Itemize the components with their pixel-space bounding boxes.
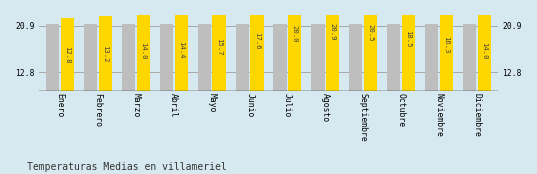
Bar	[61, 18, 74, 92]
Bar	[137, 11, 150, 92]
Bar	[364, 0, 377, 92]
Text: 13.2: 13.2	[103, 45, 108, 62]
Bar	[160, 24, 173, 92]
Bar	[425, 24, 438, 92]
Bar	[175, 9, 188, 92]
Bar	[477, 11, 491, 92]
Text: 14.0: 14.0	[140, 42, 146, 60]
Text: 14.0: 14.0	[481, 42, 487, 60]
Bar	[326, 0, 339, 92]
Text: 20.0: 20.0	[292, 25, 298, 43]
Bar	[311, 24, 324, 92]
Bar	[402, 0, 415, 92]
Bar	[213, 1, 226, 92]
Bar	[236, 24, 249, 92]
Text: 18.5: 18.5	[405, 30, 411, 47]
Bar	[198, 24, 211, 92]
Bar	[288, 0, 301, 92]
Bar	[122, 24, 135, 92]
Bar	[463, 24, 476, 92]
Bar	[387, 24, 400, 92]
Text: 16.3: 16.3	[444, 36, 449, 53]
Text: 20.5: 20.5	[367, 24, 374, 41]
Bar	[250, 0, 264, 92]
Bar	[84, 24, 97, 92]
Bar	[99, 16, 112, 92]
Text: 14.4: 14.4	[178, 41, 184, 59]
Bar	[349, 24, 362, 92]
Text: 15.7: 15.7	[216, 38, 222, 55]
Bar	[273, 24, 287, 92]
Text: 12.8: 12.8	[64, 46, 70, 63]
Text: Temperaturas Medias en villameriel: Temperaturas Medias en villameriel	[27, 162, 227, 172]
Bar	[440, 0, 453, 92]
Text: 17.6: 17.6	[254, 32, 260, 50]
Text: 20.9: 20.9	[330, 23, 336, 40]
Bar	[46, 24, 60, 92]
